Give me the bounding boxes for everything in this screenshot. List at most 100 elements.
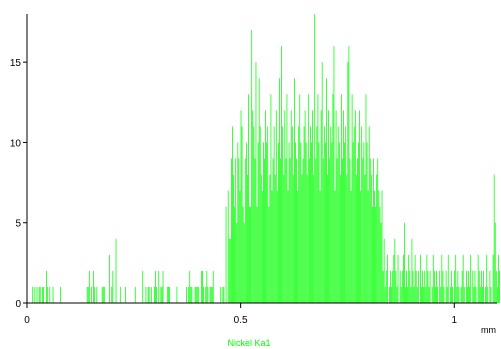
data-bar [155,270,156,303]
data-bar [161,286,163,303]
data-bar [301,174,303,303]
data-bar [331,142,333,303]
data-bar [446,286,448,303]
data-bar [364,174,366,303]
data-bar [244,158,246,303]
data-bar [284,110,286,303]
data-bar [234,206,235,303]
data-bar [349,158,351,303]
data-bar [166,286,168,303]
data-bar [384,286,386,303]
data-bar [317,94,319,303]
data-bar [326,78,327,303]
data-bar [365,94,367,303]
data-bar [235,158,237,303]
data-bar [461,270,463,303]
data-bar [34,286,36,303]
data-bar [36,286,38,303]
data-bar [433,270,435,303]
data-bar [482,286,483,303]
data-bar [344,142,345,303]
data-bar [249,206,250,303]
data-bar [190,286,192,303]
data-bar [307,94,309,303]
data-bar [410,286,412,303]
data-bar [306,174,308,303]
data-bar [211,286,213,303]
data-bar [203,286,204,303]
data-bar [222,286,224,303]
data-bar [341,94,342,303]
data-bar [210,286,212,303]
data-bar [88,270,90,303]
data-bar [247,174,248,303]
data-bar [32,286,34,303]
data-bar [267,126,269,303]
data-bar [343,110,344,303]
data-bar [310,126,311,303]
data-bar [423,286,425,303]
data-bar [94,286,96,303]
data-bar [283,174,285,303]
data-bar [498,254,499,303]
data-bar [385,270,387,303]
data-bar [334,190,336,303]
data-bar [445,270,447,303]
data-bar [412,270,414,303]
data-bar [147,286,149,303]
data-bar [285,158,287,303]
data-bar [460,286,462,303]
data-bar [41,286,43,303]
data-bar [205,286,207,303]
data-bar [227,190,229,303]
data-bar [294,78,295,303]
data-bar [148,286,150,303]
data-bar [233,174,234,303]
data-bar [318,142,320,303]
data-bar [456,286,458,303]
data-bar [439,270,441,303]
data-bar [262,190,263,303]
data-bar [458,286,460,303]
data-bar [316,126,318,303]
data-bar [469,286,470,303]
data-bar [357,158,358,303]
data-bar [336,158,338,303]
data-bar [372,206,373,303]
data-bar [474,270,476,303]
data-bar [154,286,155,303]
data-bar [396,286,398,303]
x-unit-label: mm [481,325,496,335]
data-bar [223,286,225,303]
data-bar [103,286,105,303]
data-bar [237,142,239,303]
data-bar [489,270,491,303]
data-bar [240,110,242,303]
series-label: Nickel Ka1 [227,338,270,348]
data-bar [380,222,382,303]
data-bar [339,174,341,303]
data-bar [115,238,117,303]
data-bar [96,286,98,303]
data-bar [302,158,304,303]
data-bar [305,142,307,303]
data-bar [399,270,401,303]
data-bar [463,286,465,303]
data-bar [304,110,306,303]
data-bar [231,158,232,303]
data-bar [286,94,288,303]
data-bar [273,126,275,303]
data-bar [374,190,375,303]
data-bar [158,270,160,303]
data-bar [379,206,381,303]
data-bar [209,286,211,303]
data-bar [291,126,293,303]
data-bar [314,14,316,303]
data-bar [281,46,282,304]
data-bar [363,142,365,303]
data-bar [197,286,199,303]
data-bar [483,270,484,303]
data-bar [431,286,433,303]
data-bar [47,286,49,303]
data-bar [408,254,410,303]
